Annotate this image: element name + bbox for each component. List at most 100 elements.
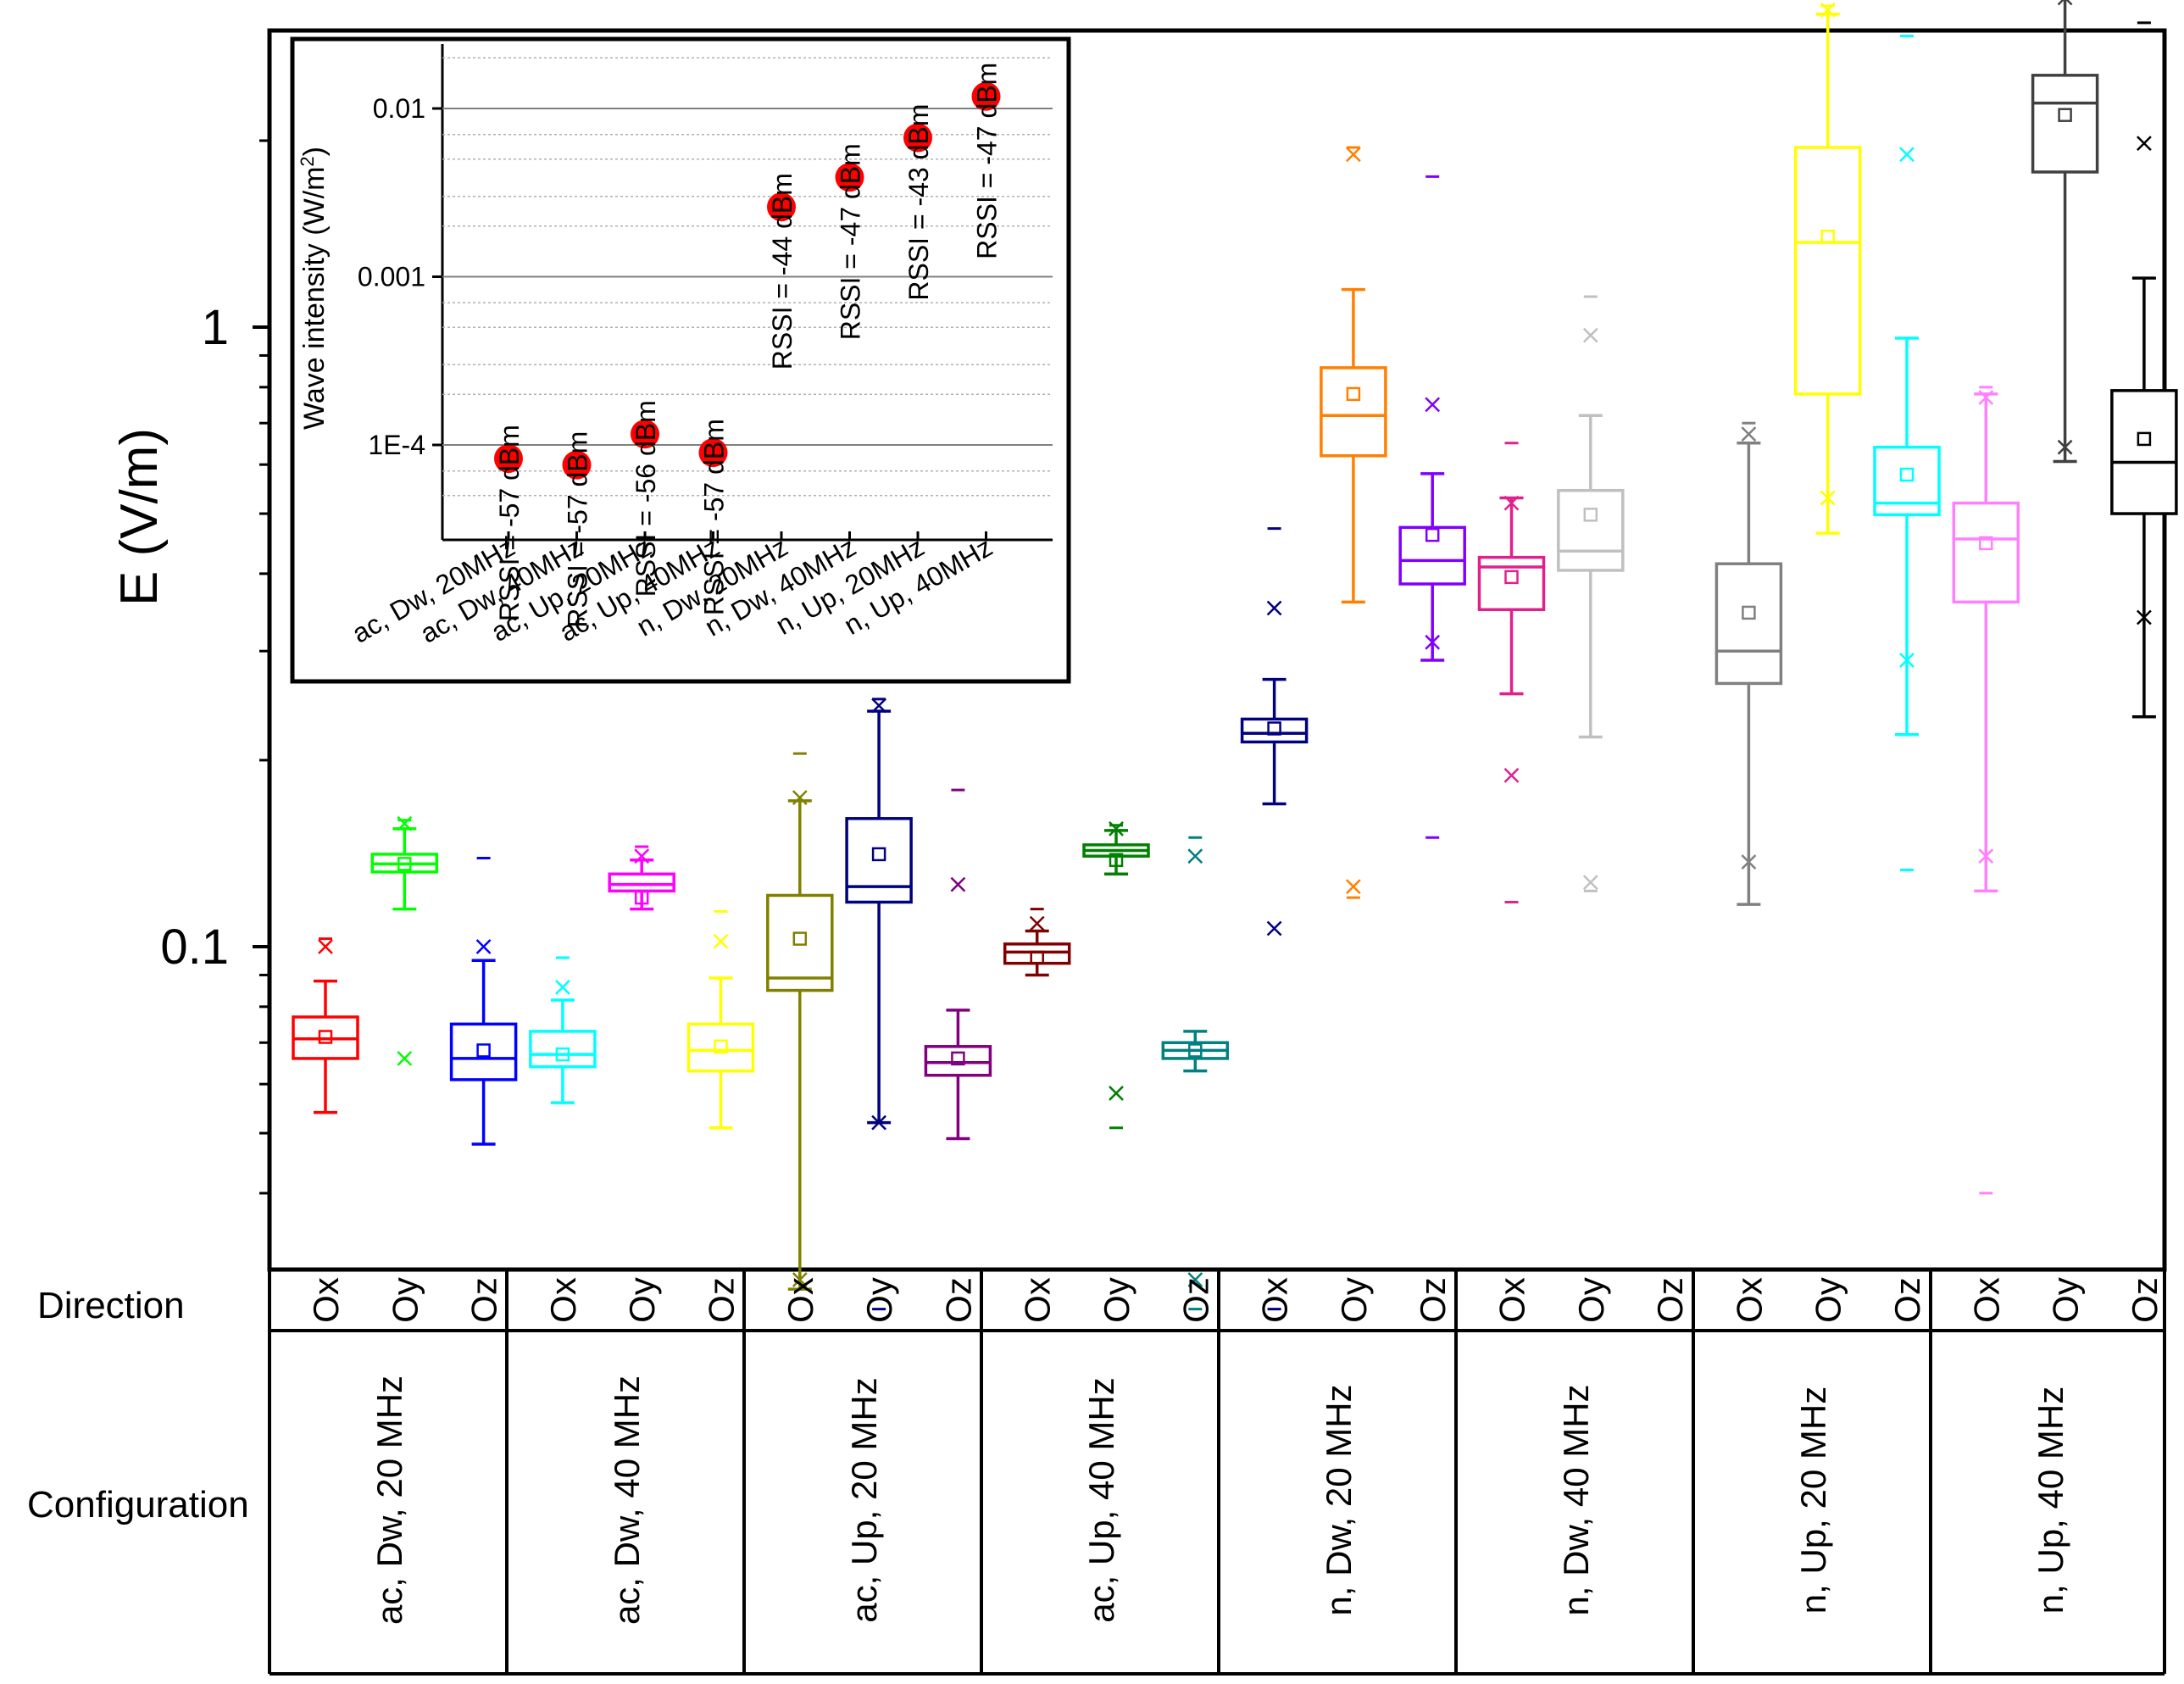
direction-label-ox: Ox: [306, 1277, 346, 1323]
extreme-marker: [1187, 1272, 1203, 1287]
mean-marker: [1267, 721, 1281, 736]
inset-rssi-label: RSSI = -57 dBm: [563, 431, 593, 628]
mean-marker: [951, 1051, 965, 1066]
box-ac-dw-20-mhz-ox: [292, 937, 359, 1114]
box-iqr: [1793, 146, 1862, 396]
inset-point: [767, 192, 796, 222]
inset-point: [698, 438, 728, 468]
box-iqr: [2031, 74, 2099, 174]
box-n-dw-40-mhz-ox: [1477, 442, 1546, 903]
inset-y-axis-label: Wave intensity (W/m2): [297, 147, 331, 430]
box-n-dw-40-mhz-oy: [1557, 295, 1625, 892]
box-n-up-40-mhz-ox: [1952, 386, 2020, 1195]
extreme-marker: [397, 1051, 413, 1066]
mean-marker: [1030, 950, 1044, 965]
mean-marker: [1346, 386, 1361, 402]
extreme-marker: [555, 979, 570, 995]
extreme-marker: [1820, 490, 1836, 506]
extreme-marker: [1899, 653, 1914, 668]
box-n-dw-20-mhz-oz: [1398, 175, 1466, 839]
inset-y-tick-label: 1E-4: [368, 430, 425, 460]
box-n-up-20-mhz-ox: [1714, 421, 1783, 906]
inset-rssi-label: RSSI = -47 dBm: [836, 143, 866, 340]
extreme-marker: [1425, 634, 1441, 650]
inset-point: [631, 420, 659, 449]
direction-label-ox: Ox: [1492, 1277, 1532, 1323]
box-iqr: [686, 1022, 755, 1073]
extreme-marker: [871, 1114, 886, 1131]
configuration-label: ac, Dw, 40 MHz: [607, 1376, 647, 1625]
extreme-marker: [1266, 920, 1282, 936]
extreme-marker: [1741, 426, 1757, 442]
mean-marker: [2058, 108, 2072, 122]
direction-label-oz: Oz: [1650, 1277, 1690, 1323]
mean-marker: [634, 890, 649, 905]
box-ac-dw-40-mhz-ox: [529, 956, 597, 1104]
configuration-row-label: Configuration: [27, 1484, 249, 1526]
mean-marker: [1899, 467, 1914, 482]
extreme-marker: [1741, 854, 1757, 870]
box-iqr: [924, 1045, 992, 1077]
extreme-marker: [1503, 768, 1520, 783]
direction-label-oz: Oz: [464, 1277, 504, 1323]
direction-label-oy: Oy: [2046, 1277, 2086, 1323]
direction-label-ox: Ox: [781, 1277, 820, 1323]
inset-chart: Wave intensity (W/m2) 0.01 0.001 1E-4 RSSI …: [290, 36, 1071, 684]
box-ac-dw-40-mhz-oy: [608, 845, 675, 911]
extreme-marker: [2137, 136, 2152, 152]
box-iqr: [1240, 717, 1309, 744]
box-iqr: [1557, 488, 1625, 572]
inset-rssi-label: RSSI = -43 dBm: [903, 104, 934, 301]
extreme-marker: [1978, 848, 1994, 864]
box-iqr: [449, 1022, 518, 1081]
mean-marker: [1504, 570, 1519, 585]
mean-marker: [1820, 229, 1835, 244]
mean-marker: [1742, 605, 1756, 620]
mean-marker: [871, 847, 886, 862]
mean-marker: [1425, 527, 1440, 542]
inset-frame: [290, 36, 1071, 684]
extreme-marker: [1503, 495, 1520, 511]
configuration-label: n, Dw, 20 MHz: [1319, 1384, 1359, 1615]
extreme-marker: [2137, 609, 2152, 625]
box-iqr: [1398, 525, 1466, 586]
inset-point: [562, 450, 592, 480]
direction-label-oy: Oy: [1809, 1277, 1848, 1323]
mean-marker: [397, 857, 412, 871]
extreme-marker: [1109, 1086, 1124, 1101]
box-ac-dw-40-mhz-oz: [686, 909, 755, 1130]
extreme-marker: [950, 876, 966, 892]
direction-row-label: Direction: [37, 1285, 185, 1326]
mean-marker: [1979, 536, 1993, 551]
box-ac-up-40-mhz-oy: [1082, 820, 1150, 1130]
configuration-label: ac, Up, 20 MHz: [844, 1377, 884, 1622]
mean-marker: [318, 1030, 333, 1044]
direction-label-oz: Oz: [938, 1277, 978, 1323]
box-ac-up-20-mhz-ox: [766, 752, 834, 1291]
direction-label-oy: Oy: [385, 1277, 425, 1323]
direction-label-oy: Oy: [859, 1277, 899, 1323]
extreme-marker: [634, 848, 650, 864]
extreme-marker: [475, 939, 492, 954]
y-axis: 10.1: [160, 139, 270, 1195]
configuration-label: n, Up, 20 MHz: [1793, 1387, 1833, 1614]
box-n-up-20-mhz-oy: [1793, 2, 1862, 535]
extreme-marker: [1899, 147, 1914, 163]
direction-label-oy: Oy: [1571, 1277, 1611, 1323]
extreme-marker: [1582, 327, 1598, 343]
extreme-marker: [792, 1272, 808, 1287]
y-tick-label: 1: [202, 300, 229, 355]
direction-label-oz: Oz: [2125, 1277, 2165, 1323]
box-n-up-20-mhz-oz: [1873, 35, 1941, 871]
configuration-label: n, Up, 40 MHz: [2031, 1387, 2070, 1614]
direction-label-oy: Oy: [1334, 1277, 1374, 1323]
y-tick-label: 0.1: [160, 920, 229, 975]
extreme-marker: [1425, 397, 1441, 413]
inset-rssi-label: RSSI = -44 dBm: [767, 173, 797, 370]
direction-label-ox: Ox: [1255, 1277, 1295, 1323]
inset-rssi-label: RSSI = -47 dBm: [972, 63, 1003, 259]
box-ac-up-40-mhz-ox: [1003, 908, 1071, 977]
inset-point: [971, 81, 1001, 111]
mean-marker: [555, 1047, 570, 1062]
configuration-label: ac, Dw, 20 MHz: [370, 1376, 409, 1625]
